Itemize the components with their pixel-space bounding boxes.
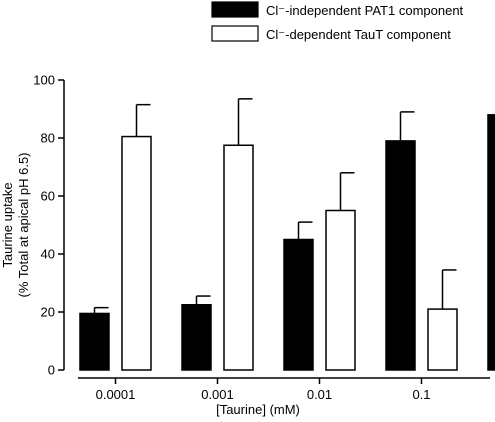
bar-pat1 [385, 140, 416, 371]
y-tick-label: 60 [41, 189, 55, 204]
legend-swatch-taut [211, 25, 259, 42]
bars [79, 98, 495, 371]
bar-pat1 [283, 238, 314, 371]
legend-label-taut: Cl⁻-dependent TauT component [266, 27, 451, 42]
bar-pat1 [79, 312, 110, 371]
bar-taut [223, 144, 254, 371]
bar-pat1 [487, 114, 495, 371]
y-axis-label-line1: Taurine uptake [0, 182, 15, 267]
legend-label-pat1: Cl⁻-independent PAT1 component [266, 3, 464, 18]
y-axis-label-line2: (% Total at apical pH 6.5) [16, 153, 31, 298]
x-axis-label: [Taurine] (mM) [216, 402, 300, 417]
legend: Cl⁻-independent PAT1 component Cl⁻-depen… [211, 1, 464, 42]
legend-swatch-pat1 [211, 1, 259, 18]
bar-taut [427, 308, 458, 371]
bar-taut [121, 135, 152, 371]
y-tick-label: 0 [48, 363, 55, 378]
x-tick-label: 0.01 [307, 387, 332, 402]
x-tick-label: 0.001 [201, 387, 234, 402]
bar-pat1 [181, 304, 212, 371]
y-tick-label: 80 [41, 131, 55, 146]
x-tick-label: 0.0001 [96, 387, 136, 402]
x-tick-label: 0.1 [412, 387, 430, 402]
y-tick-label: 40 [41, 247, 55, 262]
y-axis-label: Taurine uptake (% Total at apical pH 6.5… [0, 153, 31, 298]
y-tick-label: 100 [33, 73, 55, 88]
bar-taut [325, 209, 356, 371]
y-tick-label: 20 [41, 305, 55, 320]
